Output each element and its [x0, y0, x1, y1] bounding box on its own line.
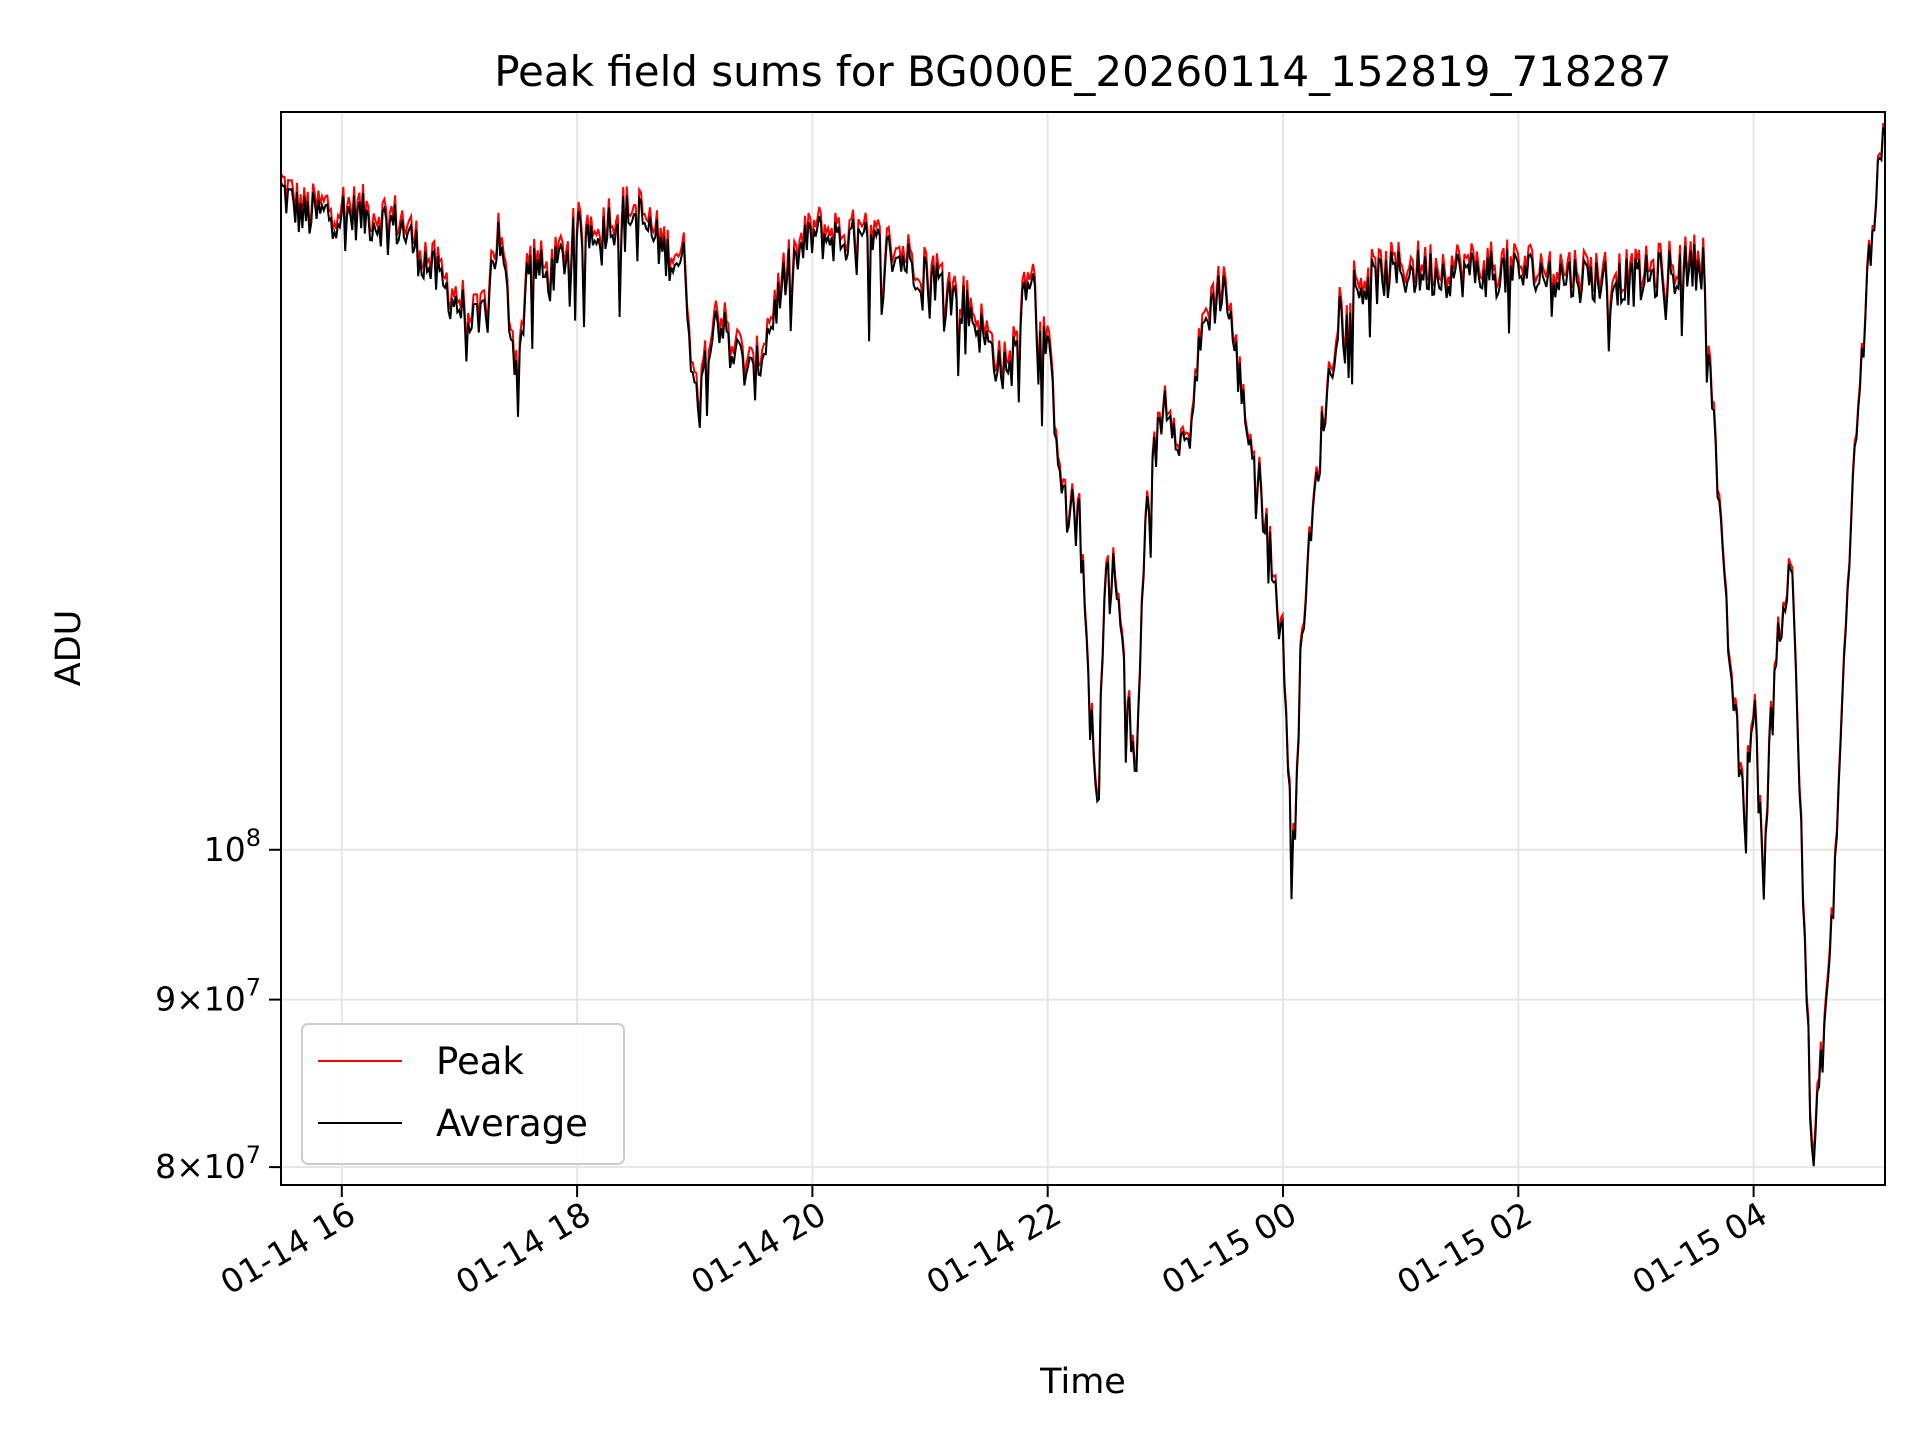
y-tick-exponent: 7 [246, 1141, 261, 1169]
y-tick-mantissa: 10 [204, 980, 246, 1019]
y-tick-exponent: 8 [246, 824, 261, 852]
legend-label-average: Average [436, 1102, 588, 1145]
y-axis-title: ADU [49, 610, 89, 687]
legend-label-peak: Peak [436, 1040, 524, 1083]
y-tick-times: × [176, 980, 204, 1019]
y-tick-exponent: 7 [246, 974, 261, 1002]
y-tick-mantissa: 10 [204, 830, 246, 869]
series-layer [280, 122, 1886, 1167]
y-tick-base: 9 [155, 980, 176, 1019]
chart-title: Peak field sums for BG000E_20260114_1528… [494, 47, 1672, 96]
y-tick-base: 8 [155, 1147, 176, 1186]
legend: Peak Average [301, 1023, 625, 1165]
y-tick-times: × [176, 1147, 204, 1186]
y-tick-label: 108 [204, 824, 261, 869]
x-axis-title: Time [1039, 1362, 1126, 1402]
y-tick-label: 8×107 [155, 1141, 261, 1186]
plot-frame [280, 111, 1886, 1186]
legend-box [301, 1023, 625, 1165]
y-tick-label: 9×107 [155, 974, 261, 1019]
series-line-average [280, 127, 1886, 1167]
y-tick-mantissa: 10 [204, 1147, 246, 1186]
